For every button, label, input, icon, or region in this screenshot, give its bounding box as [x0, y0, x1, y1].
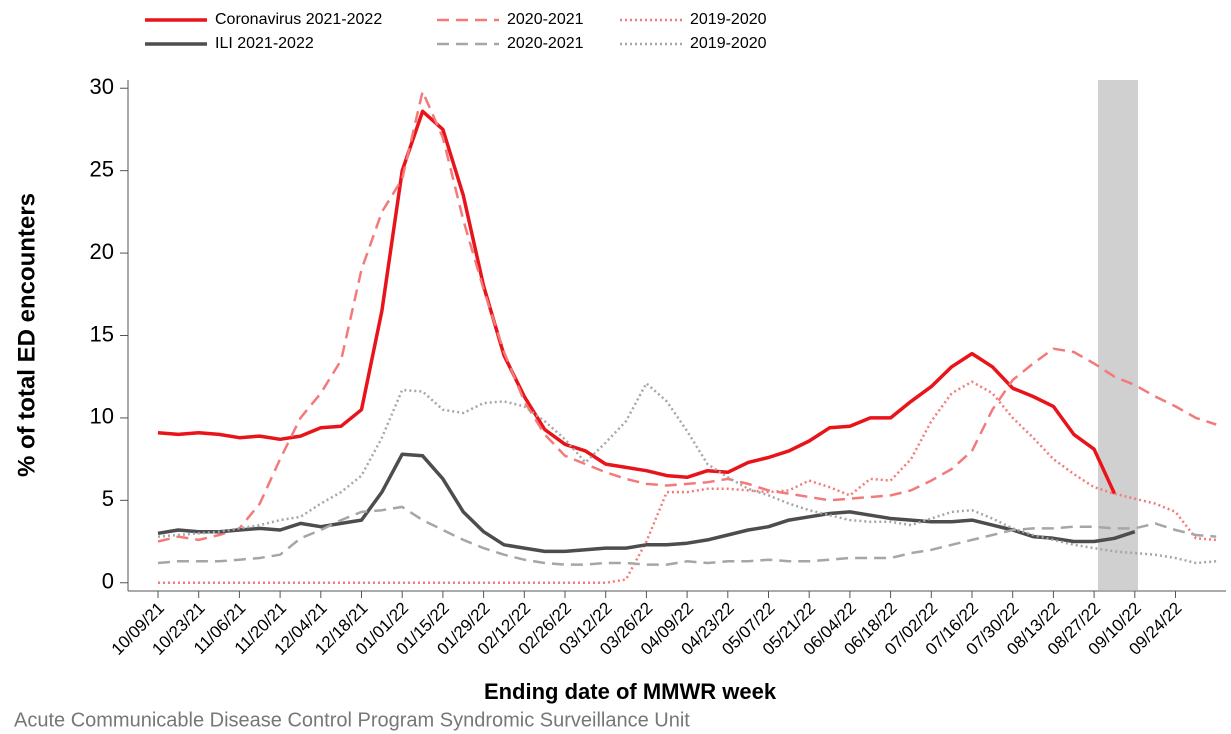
series-line	[157, 505, 1217, 566]
series-line	[157, 90, 1217, 543]
series-line	[157, 452, 1136, 554]
x-axis-title: Ending date of MMWR week	[484, 679, 777, 704]
caption: Acute Communicable Disease Control Progr…	[14, 709, 690, 731]
y-axis-title: % of total ED encounters	[13, 193, 40, 477]
y-tick-label: 20	[90, 239, 114, 264]
legend-label: 2020-2021	[507, 35, 584, 52]
series-line	[157, 109, 1117, 495]
y-tick-label: 15	[90, 321, 114, 346]
legend-label: 2019-2020	[690, 35, 767, 52]
y-tick-label: 5	[102, 486, 114, 511]
legend-label: ILI 2021-2022	[215, 35, 314, 52]
legend-label: 2020-2021	[507, 11, 584, 28]
legend-label: 2019-2020	[690, 11, 767, 28]
y-tick-label: 0	[102, 569, 114, 594]
incomplete-data-band	[1098, 80, 1138, 590]
series-line	[158, 380, 1217, 585]
y-tick-label: 25	[90, 156, 114, 181]
legend-label: Coronavirus 2021-2022	[215, 11, 382, 28]
y-tick-label: 30	[90, 74, 114, 99]
y-tick-label: 10	[90, 404, 114, 429]
